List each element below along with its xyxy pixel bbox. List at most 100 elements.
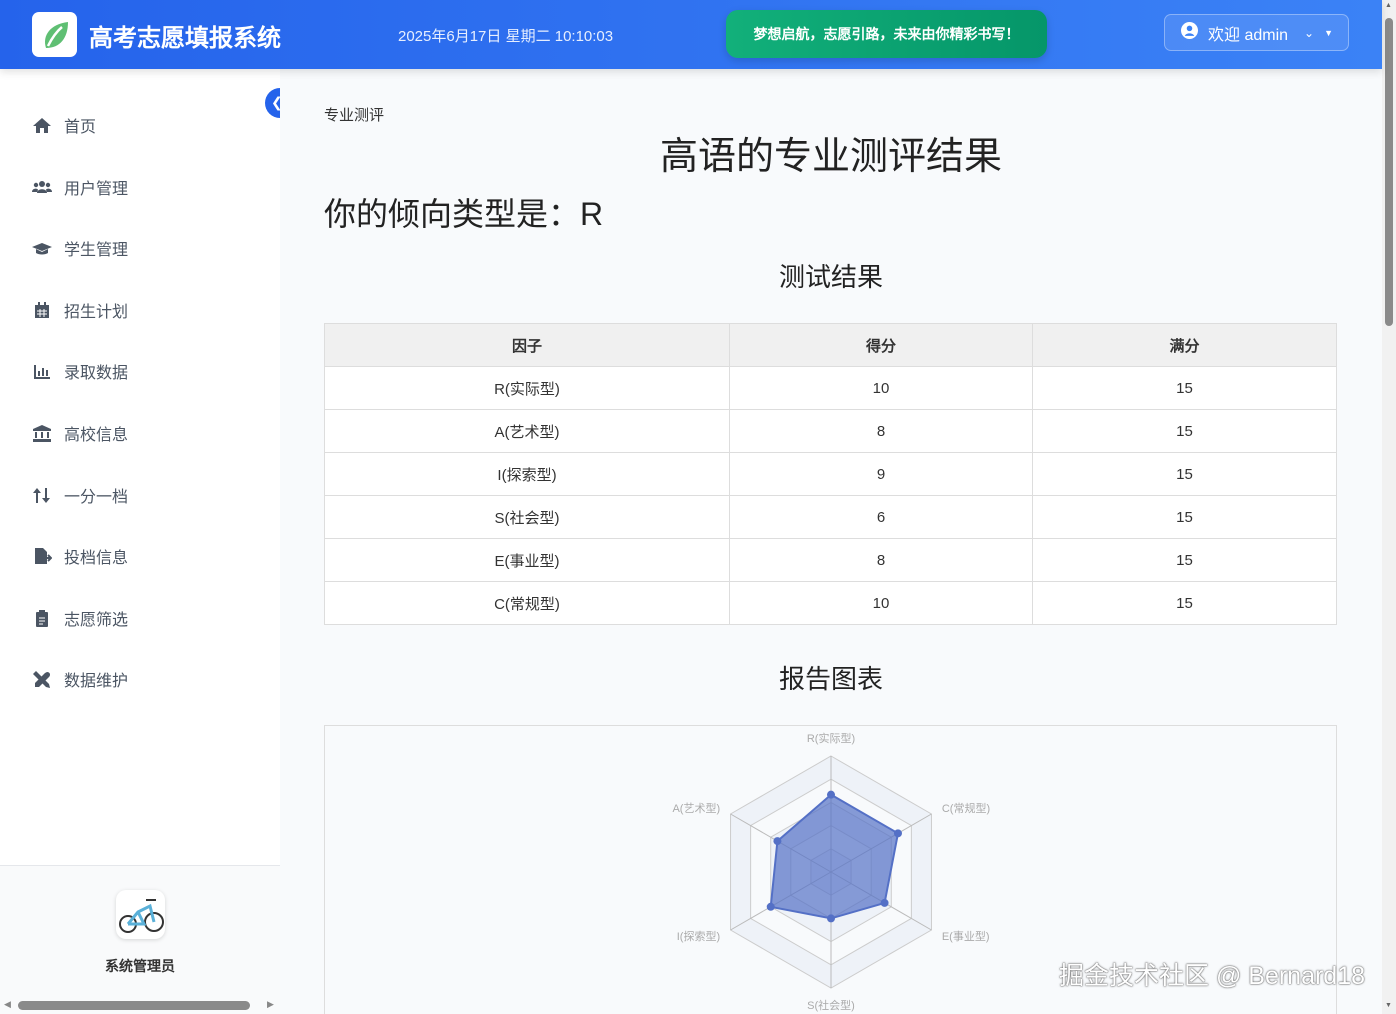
slogan-banner: 梦想启航，志愿引路，未来由你精彩书写！ (726, 10, 1047, 58)
sidebar-item-6[interactable]: 一分一档 (32, 483, 128, 507)
scroll-down-icon[interactable]: ▼ (1385, 1002, 1392, 1009)
radar-indicator-label: S(社会型) (807, 998, 855, 1012)
sidebar-item-label: 用户管理 (64, 180, 129, 198)
result-section-title: 测试结果 (778, 262, 883, 292)
scroll-left-icon[interactable]: ◀ (4, 999, 11, 1009)
radar-data-point (827, 790, 835, 799)
sidebar-item-label: 数据维护 (64, 673, 129, 691)
university-icon (33, 425, 51, 442)
table-cell: 10 (729, 581, 1033, 625)
radar-indicator-label: I(探索型) (677, 929, 720, 943)
radar-indicator-label: A(艺术型) (672, 801, 720, 815)
sidebar-item-2[interactable]: 学生管理 (32, 236, 128, 260)
watermark: 掘金技术社区 @ Bernard18 (1059, 962, 1366, 990)
sidebar-item-label: 首页 (64, 119, 97, 136)
table-row: A(艺术型) 8 15 (324, 409, 1337, 453)
table-row: C(常规型) 10 15 (324, 581, 1337, 625)
radar-data-point (880, 898, 889, 907)
sidebar-item-7[interactable]: 投档信息 (32, 544, 128, 568)
table-cell: S(社会型) (324, 495, 730, 539)
sidebar-footer: 系统管理员 ◀ ▶ (0, 865, 280, 1014)
table-cell: 9 (729, 452, 1033, 496)
user-menu-button[interactable]: 欢迎 admin ⌄ ▼ (1164, 14, 1349, 51)
chart-section-title: 报告图表 (778, 664, 883, 694)
sidebar-item-label: 高校信息 (64, 427, 129, 444)
page-title: 高语的专业测评结果 (659, 136, 1002, 178)
datetime: 2025年6月17日 星期二 10:10:03 (398, 28, 614, 45)
table-cell: 15 (1032, 452, 1337, 496)
caret-down-icon: ▼ (1324, 27, 1334, 38)
user-circle-icon (1181, 21, 1198, 44)
table-cell: 15 (1032, 409, 1337, 453)
page-vertical-scrollbar[interactable]: ▲ ▼ (1382, 0, 1396, 1014)
breadcrumb[interactable]: 专业测评 (324, 107, 385, 124)
sidebar-item-label: 投档信息 (64, 550, 129, 568)
sidebar-item-3[interactable]: 招生计划 (32, 298, 128, 322)
graduation-cap-icon (32, 243, 52, 255)
table-row: E(事业型) 8 15 (324, 538, 1337, 582)
scroll-right-icon[interactable]: ▶ (267, 999, 274, 1009)
sidebar-item-label: 招生计划 (64, 303, 129, 321)
column-header: 因子 (324, 323, 730, 367)
table-cell: 15 (1032, 538, 1337, 582)
sidebar-item-label: 志愿筛选 (64, 611, 129, 629)
table-cell: 15 (1032, 581, 1337, 625)
sidebar-item-5[interactable]: 高校信息 (32, 421, 128, 445)
sidebar-item-label: 一分一档 (64, 488, 129, 506)
radar-chart: R(实际型) C(常规型) E(事业型) S(社会型) I(探索型) A(艺术型) (672, 731, 990, 1012)
users-icon (32, 180, 52, 193)
chevron-down-icon: ⌄ (1304, 25, 1315, 40)
table-cell: 8 (729, 538, 1033, 582)
sidebar-item-0[interactable]: 首页 (32, 113, 96, 137)
app-title: 高考志愿填报系统 (89, 25, 281, 52)
user-role: 系统管理员 (105, 958, 175, 974)
calendar-icon (35, 301, 49, 318)
collapse-sidebar-button[interactable]: ❮ (265, 88, 283, 118)
table-cell: 15 (1032, 366, 1337, 410)
radar-indicator-label: C(常规型) (942, 801, 990, 815)
table-cell: 6 (729, 495, 1033, 539)
sidebar: 首页用户管理学生管理招生计划录取数据高校信息一分一档投档信息志愿筛选数据维护 (0, 69, 280, 865)
radar-chart-container: R(实际型) C(常规型) E(事业型) S(社会型) I(探索型) A(艺术型) (324, 725, 1337, 1014)
scrollbar-thumb[interactable] (18, 1001, 250, 1010)
sidebar-item-label: 录取数据 (64, 365, 129, 383)
clipboard-icon (36, 609, 48, 627)
table-cell: 10 (729, 366, 1033, 410)
result-table: 因子 得分 满分 R(实际型) 10 15 A(艺术型) 8 15 I(探索型) 9 15 S(社… (324, 323, 1337, 625)
table-cell: A(艺术型) (324, 409, 730, 453)
table-cell: R(实际型) (324, 366, 730, 410)
table-row: R(实际型) 10 15 (324, 366, 1337, 410)
tools-icon (33, 671, 51, 689)
tendency-type: 你的倾向类型是：R (324, 196, 604, 232)
leaf-logo-icon (32, 12, 77, 57)
table-row: S(社会型) 6 15 (324, 495, 1337, 539)
user-label: 欢迎 admin (1208, 26, 1289, 44)
file-export-icon (35, 548, 52, 565)
scrollbar-thumb[interactable] (1385, 18, 1393, 326)
table-row: I(探索型) 9 15 (324, 452, 1337, 496)
sidebar-item-1[interactable]: 用户管理 (32, 175, 128, 199)
sidebar-horizontal-scrollbar[interactable]: ◀ ▶ (0, 998, 280, 1013)
radar-data-point (773, 837, 782, 846)
sidebar-item-9[interactable]: 数据维护 (32, 667, 128, 691)
radar-indicator-label: R(实际型) (807, 731, 855, 745)
avatar (116, 890, 165, 939)
main-content: 专业测评 高语的专业测评结果 你的倾向类型是：R 测试结果 因子 得分 满分 R… (280, 69, 1382, 1014)
radar-data-point (766, 902, 775, 911)
radar-data-point (827, 914, 835, 923)
sort-icon (33, 487, 50, 503)
table-cell: 8 (729, 409, 1033, 453)
column-header: 得分 (729, 323, 1033, 367)
chevron-left-icon: ❮ (271, 94, 283, 110)
bar-chart-icon (34, 365, 50, 380)
top-header: 高考志愿填报系统 2025年6月17日 星期二 10:10:03 梦想启航，志愿… (0, 0, 1382, 69)
scroll-up-icon[interactable]: ▲ (1385, 2, 1392, 9)
sidebar-item-8[interactable]: 志愿筛选 (32, 606, 128, 630)
radar-indicator-label: E(事业型) (942, 929, 990, 943)
table-cell: 15 (1032, 495, 1337, 539)
table-cell: E(事业型) (324, 538, 730, 582)
sidebar-item-4[interactable]: 录取数据 (32, 359, 128, 383)
radar-data-point (893, 829, 902, 838)
table-cell: I(探索型) (324, 452, 730, 496)
sidebar-item-label: 学生管理 (64, 242, 129, 260)
